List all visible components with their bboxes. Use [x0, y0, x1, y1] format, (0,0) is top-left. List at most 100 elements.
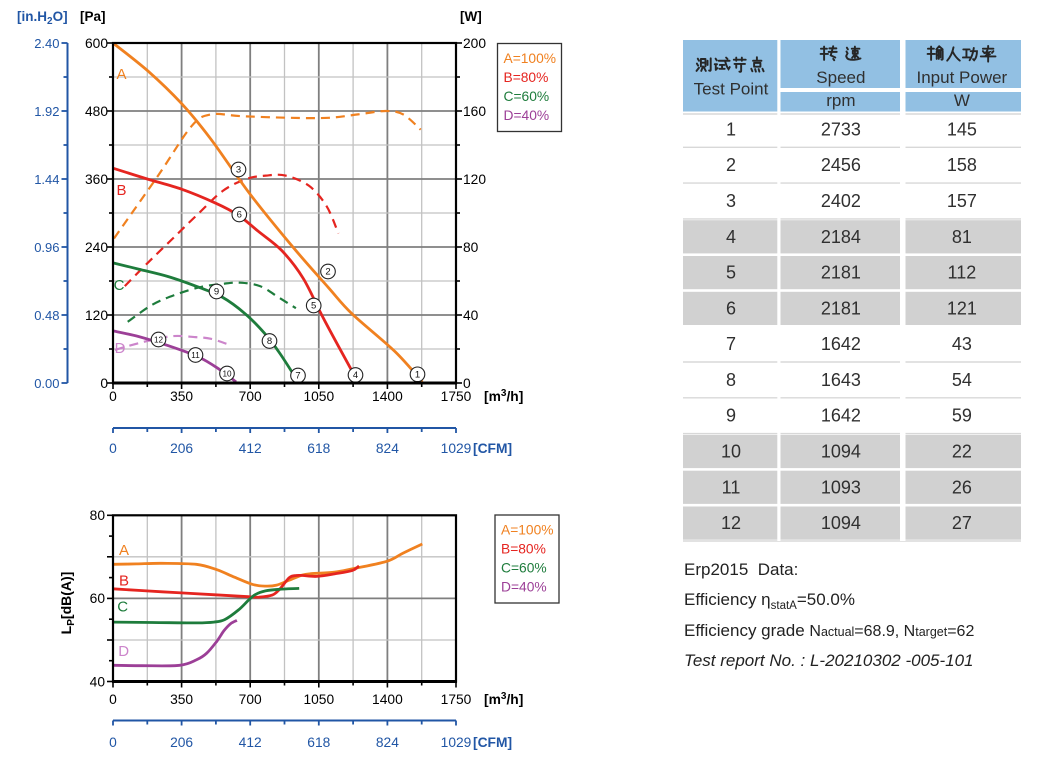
svg-text:2733: 2733	[821, 119, 861, 139]
svg-text:700: 700	[239, 389, 262, 404]
svg-text:5: 5	[311, 301, 316, 312]
svg-text:1642: 1642	[821, 334, 861, 354]
svg-text:0: 0	[100, 376, 108, 391]
svg-text:1093: 1093	[821, 477, 861, 497]
svg-text:B=80%: B=80%	[501, 542, 546, 557]
svg-text:1643: 1643	[821, 370, 861, 390]
svg-text:1094: 1094	[821, 513, 861, 533]
svg-text:120: 120	[463, 172, 486, 187]
svg-text:7: 7	[295, 371, 300, 382]
svg-text:43: 43	[952, 334, 972, 354]
svg-text:2402: 2402	[821, 191, 861, 211]
svg-text:412: 412	[239, 735, 262, 750]
svg-text:240: 240	[85, 240, 108, 255]
svg-text:1.92: 1.92	[34, 104, 59, 119]
svg-text:[W]: [W]	[460, 9, 482, 24]
svg-text:1050: 1050	[303, 389, 334, 404]
svg-text:160: 160	[463, 104, 486, 119]
svg-text:0.96: 0.96	[34, 240, 59, 255]
svg-text:0.48: 0.48	[34, 308, 59, 323]
svg-text:8: 8	[726, 370, 736, 390]
svg-text:2: 2	[726, 155, 736, 175]
svg-text:C=60%: C=60%	[501, 561, 547, 576]
svg-text:Efficiency ηstatA=50.0%: Efficiency ηstatA=50.0%	[684, 590, 855, 612]
svg-text:A: A	[119, 542, 129, 559]
svg-text:10: 10	[222, 370, 232, 379]
svg-text:54: 54	[952, 370, 972, 390]
svg-text:9: 9	[726, 406, 736, 426]
svg-text:7: 7	[726, 334, 736, 354]
svg-text:350: 350	[170, 389, 193, 404]
svg-text:5: 5	[726, 263, 736, 283]
svg-text:81: 81	[952, 227, 972, 247]
svg-text:0.00: 0.00	[34, 376, 59, 391]
svg-text:824: 824	[376, 441, 399, 456]
svg-text:1.44: 1.44	[34, 172, 59, 187]
svg-text:1094: 1094	[821, 442, 861, 462]
svg-text:10: 10	[721, 442, 741, 462]
svg-text:C=60%: C=60%	[504, 89, 550, 104]
svg-text:9: 9	[214, 287, 219, 298]
svg-text:2.40: 2.40	[34, 36, 59, 51]
svg-text:80: 80	[90, 508, 106, 523]
svg-text:[m3/h]: [m3/h]	[484, 388, 523, 404]
svg-text:206: 206	[170, 441, 193, 456]
svg-text:B=80%: B=80%	[504, 70, 549, 85]
svg-text:Input Power: Input Power	[917, 68, 1008, 87]
svg-text:618: 618	[307, 735, 330, 750]
svg-text:[CFM]: [CFM]	[473, 735, 512, 750]
svg-text:412: 412	[239, 441, 262, 456]
svg-text:12: 12	[154, 336, 164, 345]
svg-text:12: 12	[721, 513, 741, 533]
svg-text:40: 40	[463, 308, 479, 323]
svg-text:B: B	[116, 182, 126, 199]
svg-text:1642: 1642	[821, 406, 861, 426]
svg-text:1750: 1750	[441, 692, 472, 707]
svg-text:4: 4	[726, 227, 736, 247]
svg-text:rpm: rpm	[826, 91, 855, 110]
svg-text:112: 112	[948, 263, 977, 283]
svg-text:[in.H2O]: [in.H2O]	[17, 9, 68, 27]
svg-text:Efficiency grade Nactual=68.9,: Efficiency grade Nactual=68.9, Ntarget=6…	[684, 621, 974, 640]
svg-text:6: 6	[237, 210, 242, 221]
svg-text:11: 11	[191, 351, 200, 360]
svg-text:1029: 1029	[441, 735, 472, 750]
svg-text:6: 6	[726, 298, 736, 318]
svg-text:2181: 2181	[821, 263, 861, 283]
svg-text:145: 145	[947, 119, 977, 139]
svg-text:[m3/h]: [m3/h]	[484, 691, 523, 707]
svg-text:1400: 1400	[372, 692, 403, 707]
svg-text:480: 480	[85, 104, 108, 119]
svg-text:60: 60	[90, 591, 106, 606]
svg-text:600: 600	[85, 36, 108, 51]
svg-text:11: 11	[722, 477, 741, 497]
svg-text:A=100%: A=100%	[501, 523, 554, 538]
svg-text:D=40%: D=40%	[501, 580, 547, 595]
svg-text:22: 22	[952, 442, 972, 462]
svg-text:2: 2	[325, 267, 330, 278]
svg-text:1: 1	[726, 119, 736, 139]
svg-text:0: 0	[463, 376, 471, 391]
svg-text:Test report No. : L-20210302 -: Test report No. : L-20210302 -005-101	[684, 651, 974, 670]
svg-text:158: 158	[947, 155, 977, 175]
svg-text:LP[dB(A)]: LP[dB(A)]	[58, 572, 77, 635]
svg-text:3: 3	[236, 165, 241, 176]
svg-text:D: D	[115, 340, 126, 357]
svg-text:120: 120	[85, 308, 108, 323]
svg-text:80: 80	[463, 240, 479, 255]
svg-text:2184: 2184	[821, 227, 861, 247]
svg-text:D: D	[118, 643, 129, 660]
svg-text:157: 157	[947, 191, 977, 211]
svg-text:C: C	[114, 277, 125, 294]
svg-text:0: 0	[109, 441, 117, 456]
svg-text:0: 0	[109, 735, 117, 750]
svg-text:4: 4	[353, 370, 358, 381]
svg-text:360: 360	[85, 172, 108, 187]
svg-text:121: 121	[947, 298, 977, 318]
svg-text:1: 1	[415, 370, 420, 381]
svg-text:3: 3	[726, 191, 736, 211]
svg-text:[CFM]: [CFM]	[473, 441, 512, 456]
svg-text:26: 26	[952, 477, 972, 497]
svg-text:59: 59	[952, 406, 972, 426]
svg-text:1050: 1050	[303, 692, 334, 707]
